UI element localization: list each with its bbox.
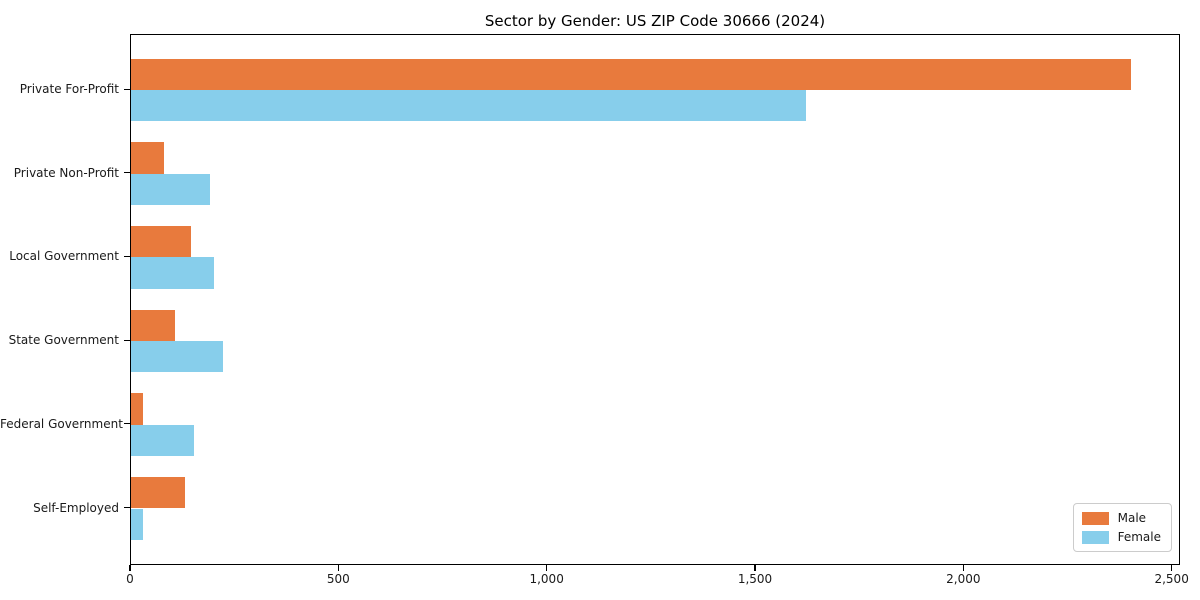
bar-male-3	[131, 226, 192, 258]
legend-swatch-male-icon	[1081, 511, 1109, 525]
x-tick-label: 2,000	[946, 572, 981, 586]
bar-male-6	[131, 477, 186, 509]
bar-female-1	[131, 90, 806, 122]
legend-entry-male: Male	[1081, 511, 1161, 525]
x-tick-mark	[754, 565, 756, 571]
y-tick-mark	[124, 172, 130, 174]
y-tick-mark	[124, 423, 130, 425]
x-tick-mark	[962, 565, 964, 571]
x-tick-mark	[546, 565, 548, 571]
x-tick-label: 1,500	[737, 572, 773, 586]
bar-female-4	[131, 341, 223, 373]
y-tick-label: Self-Employed	[33, 500, 119, 515]
x-tick-mark	[129, 565, 131, 571]
bar-male-2	[131, 142, 164, 174]
x-tick-label: 1,000	[529, 572, 564, 586]
bar-female-2	[131, 173, 211, 206]
legend: Male Female	[1072, 503, 1172, 552]
plot-area: Male Female	[130, 34, 1180, 565]
x-tick-label: 2,500	[1154, 572, 1189, 586]
y-tick-mark	[124, 339, 130, 341]
x-tick-mark	[337, 565, 339, 571]
legend-label-male: Male	[1117, 511, 1147, 525]
x-tick-label: 0	[126, 572, 134, 586]
legend-label-female: Female	[1117, 530, 1161, 544]
y-tick-label: Private Non-Profit	[13, 165, 119, 180]
y-tick-mark	[124, 255, 130, 258]
legend-swatch-female-icon	[1081, 530, 1109, 544]
bar-male-1	[131, 58, 1131, 90]
y-tick-label: Federal Government	[0, 416, 123, 431]
bar-female-6	[131, 508, 144, 540]
legend-entry-female: Female	[1081, 530, 1161, 544]
bar-male-5	[131, 393, 143, 425]
bar-male-4	[131, 309, 175, 342]
bar-female-5	[131, 424, 195, 457]
x-tick-mark	[1171, 565, 1173, 571]
x-tick-label: 500	[326, 572, 350, 586]
y-tick-label: Local Government	[9, 249, 119, 264]
y-tick-label: State Government	[8, 333, 119, 348]
y-tick-label: Private For-Profit	[19, 82, 119, 96]
bar-female-3	[131, 257, 214, 289]
y-tick-mark	[124, 88, 130, 90]
y-tick-mark	[124, 507, 130, 509]
chart-title: Sector by Gender: US ZIP Code 30666 (202…	[484, 12, 826, 30]
